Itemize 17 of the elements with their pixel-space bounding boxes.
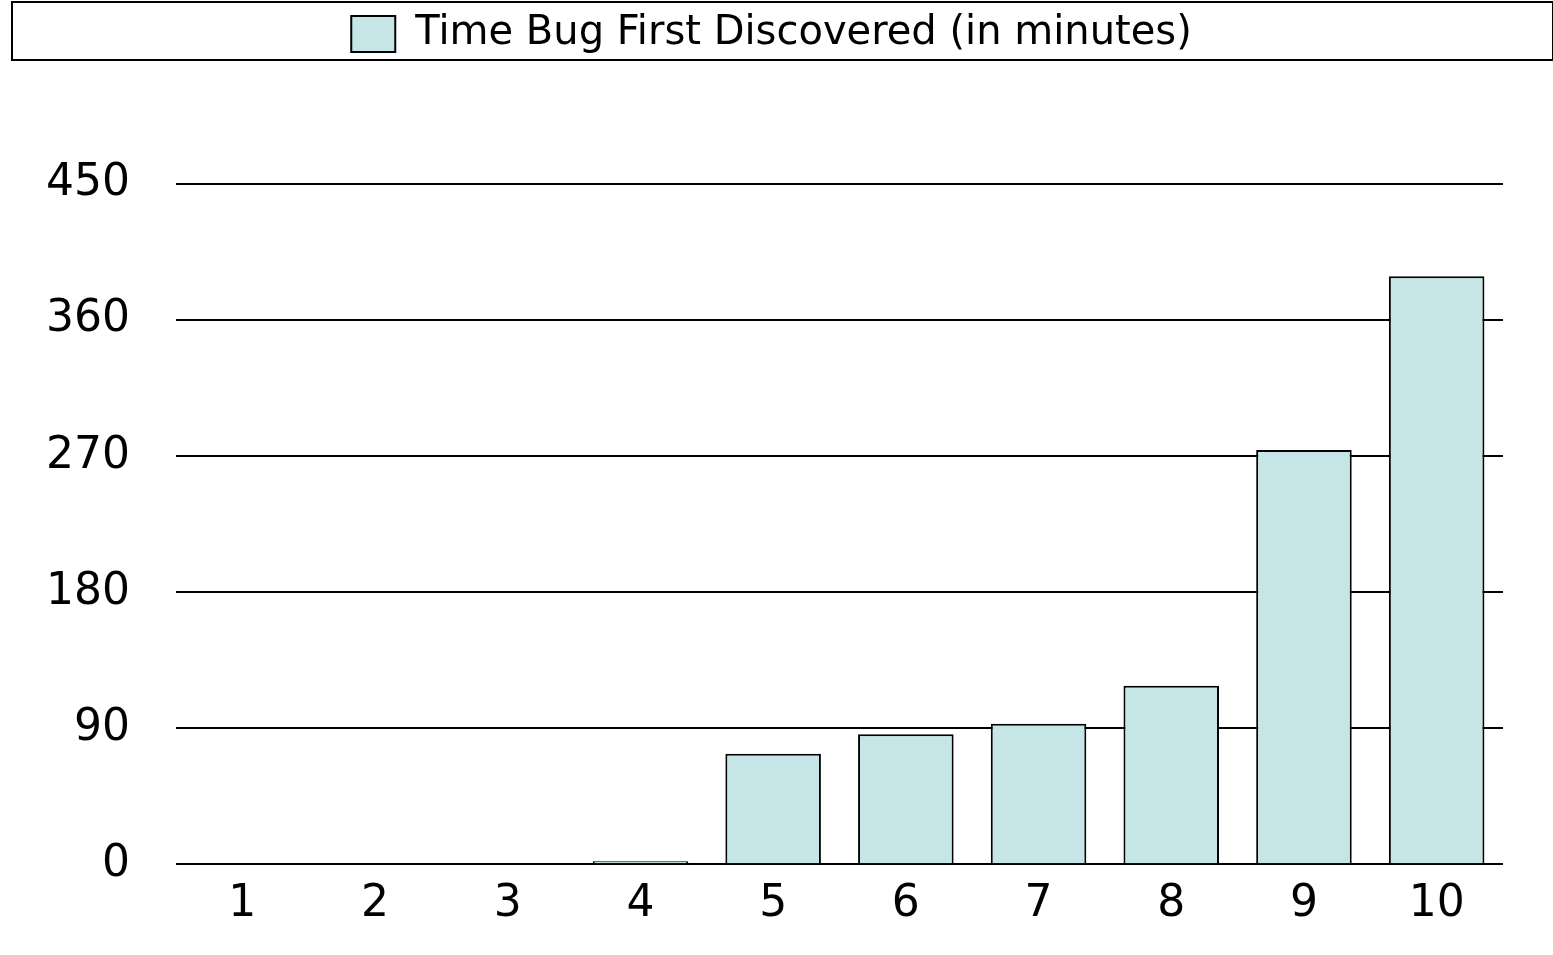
y-tick-label: 360 — [46, 290, 130, 342]
x-tick-label: 9 — [1289, 875, 1318, 927]
x-tick-label: 7 — [1024, 875, 1053, 927]
y-tick-label: 90 — [73, 698, 130, 750]
x-tick-label: 6 — [891, 875, 920, 927]
legend-label: Time Bug First Discovered (in minutes) — [414, 7, 1192, 54]
y-tick-label: 450 — [46, 154, 130, 206]
x-tick-label: 5 — [759, 875, 788, 927]
x-tick-label: 1 — [228, 875, 257, 927]
y-tick-label: 270 — [46, 426, 130, 478]
x-tick-label: 8 — [1157, 875, 1186, 927]
y-tick-label: 0 — [101, 834, 130, 886]
x-tick-label: 3 — [493, 875, 522, 927]
x-tick-label: 10 — [1408, 875, 1465, 927]
x-tick-label: 2 — [361, 875, 390, 927]
y-tick-label: 180 — [46, 562, 130, 614]
x-tick-label: 4 — [626, 875, 655, 927]
